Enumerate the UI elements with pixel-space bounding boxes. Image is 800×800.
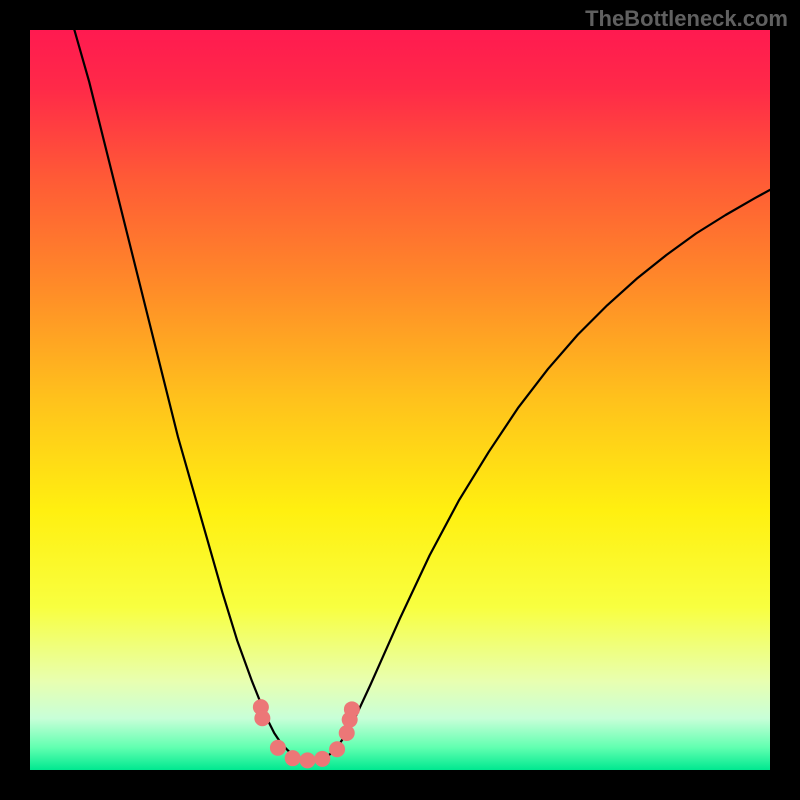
curve-marker (254, 710, 270, 726)
curve-marker (300, 752, 316, 768)
chart-background (30, 30, 770, 770)
watermark-text: TheBottleneck.com (585, 6, 788, 32)
curve-marker (314, 751, 330, 767)
curve-marker (329, 741, 345, 757)
chart-svg (30, 30, 770, 770)
curve-marker (285, 750, 301, 766)
curve-marker (270, 740, 286, 756)
curve-marker (344, 701, 360, 717)
bottleneck-chart (30, 30, 770, 770)
curve-marker (339, 725, 355, 741)
